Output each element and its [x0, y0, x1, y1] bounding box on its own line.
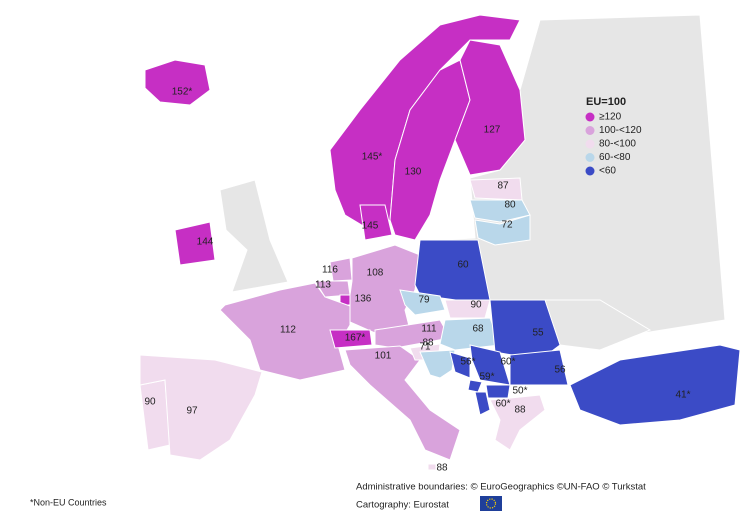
country — [449, 351, 471, 379]
country — [469, 177, 523, 201]
country — [469, 344, 511, 386]
country-value: 116 — [322, 265, 338, 276]
country-value: 41* — [675, 390, 690, 401]
country-value: 79 — [418, 295, 430, 306]
country — [399, 289, 446, 316]
legend-label: <60 — [599, 166, 616, 177]
credits: Cartography: Eurostat — [356, 500, 449, 511]
country-value: 113 — [315, 280, 331, 291]
country — [419, 349, 456, 379]
country — [569, 344, 741, 426]
country — [454, 39, 526, 176]
country-value: 60 — [457, 260, 469, 271]
country-value: 60* — [495, 399, 510, 410]
country-value: 145* — [362, 152, 383, 163]
legend-swatch — [585, 139, 595, 149]
legend-label: 60-<80 — [599, 152, 631, 163]
country-value: 56* — [460, 357, 475, 368]
country-value: 130 — [405, 167, 422, 178]
legend-title: EU=100 — [586, 96, 626, 108]
country — [489, 394, 546, 451]
country — [329, 14, 521, 231]
country — [329, 329, 373, 349]
footnote: *Non-EU Countries — [30, 497, 107, 507]
country-value: 88 — [514, 405, 526, 416]
country-value: 88 — [436, 463, 448, 474]
background-countries — [219, 14, 726, 351]
legend-swatch — [585, 153, 595, 162]
country-value: 55 — [532, 328, 544, 339]
legend: EU=100 ≥120 100-<120 80-<100 60-<80 <60 — [585, 96, 642, 177]
country-value: 50* — [512, 386, 527, 397]
country-value: 87 — [497, 181, 509, 192]
country — [485, 384, 511, 399]
legend-swatch — [585, 112, 595, 122]
country-value: 80 — [504, 200, 516, 211]
country — [374, 319, 451, 349]
country — [474, 391, 491, 416]
country-value: 71 — [419, 342, 431, 353]
legend-label: ≥120 — [599, 112, 622, 123]
country — [349, 244, 421, 334]
country-value: 72 — [501, 220, 513, 231]
country — [414, 239, 491, 303]
country — [444, 299, 491, 319]
country — [509, 349, 569, 386]
country-value: 59* — [479, 372, 494, 383]
country-value: 68 — [472, 324, 484, 335]
country — [389, 59, 471, 241]
legend-swatch — [585, 166, 595, 176]
country-value: 127 — [484, 125, 501, 136]
country-value: 56 — [554, 365, 566, 376]
non-eu-land — [219, 179, 289, 293]
legend-swatch — [585, 126, 595, 135]
country-value: 101 — [375, 351, 392, 362]
country-value: 88 — [422, 338, 434, 349]
country — [139, 354, 263, 461]
country-value: 112 — [280, 325, 296, 336]
country-value: 111 — [421, 324, 437, 335]
country — [474, 214, 531, 246]
country-value: 167* — [345, 333, 366, 344]
regions: 152* 145* 130 127 87 80 72 144 145 116 113 136 108 60… — [139, 14, 741, 474]
country — [174, 221, 216, 266]
country-value: 144 — [197, 237, 214, 248]
country-value: 90 — [144, 397, 156, 408]
country-value: 90 — [470, 300, 482, 311]
legend-label: 100-<120 — [599, 125, 642, 136]
country-value: 108 — [367, 268, 384, 279]
country — [144, 59, 211, 106]
country-value: 60* — [500, 357, 515, 368]
country — [359, 204, 393, 241]
eu-flag — [480, 496, 502, 511]
country-value: 97 — [186, 406, 198, 417]
country-value: 136 — [355, 294, 372, 305]
country — [427, 463, 437, 471]
country-value: 152* — [172, 87, 193, 98]
credits: Administrative boundaries: © EuroGeograp… — [356, 482, 646, 493]
country-value: 145 — [362, 221, 379, 232]
legend-label: 80-<100 — [599, 139, 636, 150]
country — [469, 199, 531, 223]
